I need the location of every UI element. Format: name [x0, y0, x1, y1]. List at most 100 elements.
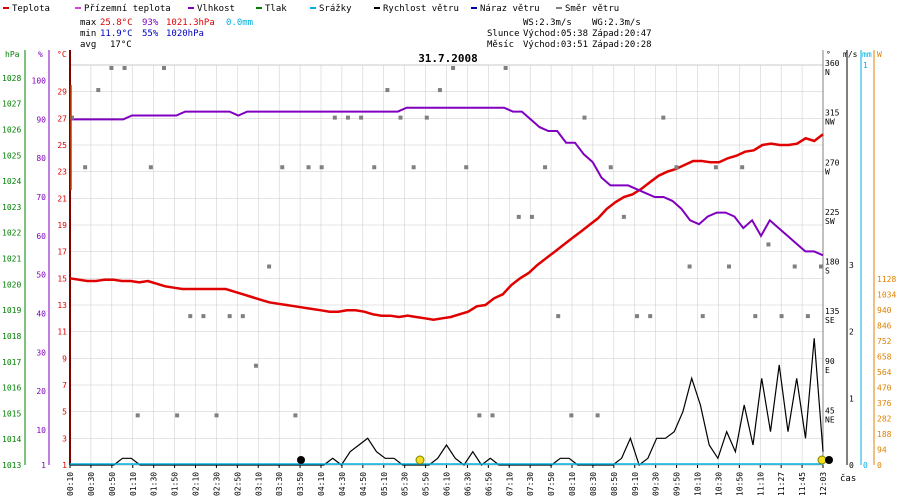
pressure-tick-6: 1019	[2, 306, 21, 315]
direction-point-42	[621, 214, 626, 219]
xtick-label-4: 01:30	[150, 472, 159, 496]
humidity-tick-8: 80	[36, 154, 46, 163]
xtick-label-6: 02:10	[192, 472, 201, 496]
direction-point-37	[556, 314, 561, 319]
series-line-0	[69, 133, 824, 321]
direction-tick-2: 90	[825, 357, 835, 366]
direction-unit: °	[826, 50, 831, 59]
humidity-tick-0: 1	[41, 461, 46, 470]
temperature-tick-3: 7	[62, 381, 67, 390]
solar-tick-12: 1128	[877, 275, 896, 284]
xtick-label-36: 12:03	[819, 472, 828, 496]
direction-point-57	[819, 264, 823, 269]
xtick-label-0: 00:10	[66, 472, 75, 496]
direction-point-52	[753, 314, 758, 319]
sun-set: Západ:20:47	[592, 29, 652, 39]
direction-point-36	[543, 165, 548, 170]
stat-min-press: 1020hPa	[166, 29, 204, 39]
pressure-tick-0: 1013	[2, 461, 21, 470]
solar-tick-3: 282	[877, 415, 892, 424]
stat-max-rain: 0.0mm	[226, 18, 253, 28]
moon-set: Západ:20:28	[592, 40, 652, 50]
legend-label-1: Přízemní teplota	[84, 4, 171, 14]
direction-point-48	[700, 314, 705, 319]
wind-tick-1: 1	[849, 394, 854, 403]
temperature-unit: °C	[57, 50, 67, 59]
direction-point-53	[766, 242, 771, 247]
xtick-label-16: 05:30	[401, 472, 410, 496]
direction-point-34	[516, 214, 521, 219]
temperature-tick-4: 9	[62, 354, 67, 363]
stat-max-temp: 25.8°C	[100, 18, 133, 28]
direction-point-27	[424, 115, 429, 120]
series-line-2	[70, 338, 824, 466]
xtick-label-5: 01:50	[171, 472, 180, 496]
direction-point-16	[280, 165, 285, 170]
direction-tick-5: 225	[825, 208, 840, 217]
legend-label-2: Vlhkost	[197, 4, 235, 14]
direction-tick-sub-8: N	[825, 68, 830, 77]
direction-point-24	[385, 88, 390, 93]
legend-label-5: Rychlost větru	[383, 4, 459, 14]
moon-label: Měsíc	[487, 40, 514, 50]
direction-tick-sub-3: SE	[825, 316, 835, 325]
temperature-tick-13: 27	[57, 114, 67, 123]
xtick-label-9: 03:10	[254, 472, 263, 496]
direction-tick-6: 270	[825, 158, 840, 167]
xtick-label-34: 11:27	[777, 472, 786, 496]
solar-tick-5: 470	[877, 384, 892, 393]
moon-rise: Východ:03:51	[523, 40, 588, 50]
pressure-tick-3: 1016	[2, 384, 21, 393]
direction-tick-sub-7: NW	[825, 118, 835, 127]
sunrise-marker	[415, 455, 425, 465]
direction-point-7	[161, 66, 166, 70]
xtick-label-21: 07:10	[505, 472, 514, 496]
xtick-label-33: 11:10	[756, 472, 765, 496]
direction-point-32	[490, 413, 495, 418]
humidity-tick-10: 100	[32, 77, 47, 86]
direction-point-56	[805, 314, 810, 319]
stat-min-hum: 55%	[142, 29, 159, 39]
sunset-marker	[817, 455, 827, 465]
direction-point-35	[529, 214, 534, 219]
stat-max-press: 1021.3hPa	[166, 18, 215, 28]
humidity-tick-7: 70	[36, 193, 46, 202]
direction-point-15	[267, 264, 272, 269]
direction-point-13	[240, 314, 245, 319]
pressure-unit: hPa	[5, 50, 20, 59]
direction-point-1	[83, 165, 88, 170]
xtick-label-12: 04:10	[317, 472, 326, 496]
direction-tick-sub-1: NE	[825, 415, 835, 424]
xtick-label-23: 07:50	[547, 472, 556, 496]
stat-avg-label: avg	[80, 40, 96, 50]
humidity-tick-3: 30	[36, 348, 46, 357]
solar-tick-1: 94	[877, 446, 887, 455]
series	[69, 66, 833, 466]
direction-point-29	[451, 66, 456, 70]
xtick-label-29: 09:50	[673, 472, 682, 496]
direction-tick-7: 315	[825, 109, 840, 118]
direction-point-14	[253, 363, 258, 368]
xtick-label-22: 07:30	[526, 472, 535, 496]
pressure-tick-2: 1015	[2, 409, 21, 418]
direction-point-45	[661, 115, 666, 120]
direction-point-50	[727, 264, 732, 269]
direction-point-9	[188, 314, 193, 319]
temperature-tick-12: 25	[57, 141, 67, 150]
xtick-label-2: 00:50	[108, 472, 117, 496]
xtick-label-14: 04:50	[359, 472, 368, 496]
pressure-tick-13: 1026	[2, 126, 21, 135]
solar-tick-8: 752	[877, 337, 892, 346]
direction-point-12	[227, 314, 232, 319]
legend-label-7: Směr větru	[565, 4, 619, 14]
direction-point-25	[398, 115, 403, 120]
rain-tick-1: 1	[863, 61, 868, 70]
direction-point-40	[595, 413, 600, 418]
direction-tick-4: 180	[825, 258, 840, 267]
xtick-label-19: 06:30	[463, 472, 472, 496]
humidity-tick-2: 20	[36, 387, 46, 396]
direction-point-11	[214, 413, 219, 418]
direction-tick-sub-5: SW	[825, 217, 835, 226]
direction-point-17	[293, 413, 298, 418]
